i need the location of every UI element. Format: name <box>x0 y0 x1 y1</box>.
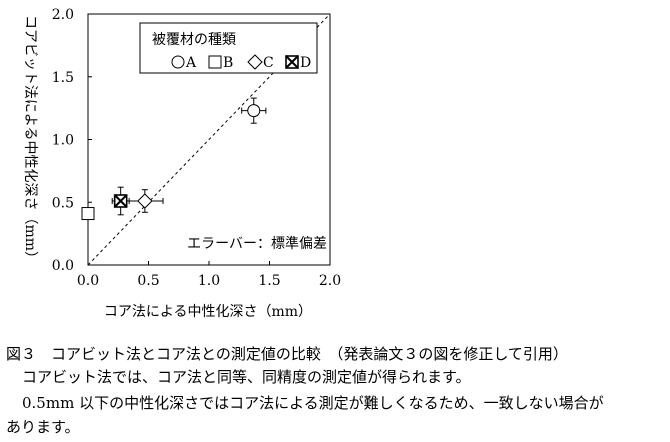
x-tick-label: 2.0 <box>319 273 341 289</box>
data-marks <box>81 97 267 221</box>
scatter-chart: 0.0 0.5 1.0 1.5 2.0 0.0 0.5 1.0 1.5 2.0 被覆材の種類 A B C… <box>22 7 341 320</box>
d-marker <box>113 194 128 208</box>
legend-a-marker <box>171 55 185 69</box>
y-axis-label: コアビット法による中性化深さ（mm） <box>22 15 38 265</box>
legend-d-label: D <box>300 55 311 71</box>
y-tick-label: 1.5 <box>52 70 74 86</box>
legend-a-label: A <box>185 55 197 71</box>
figure-caption-line-3: あります。 <box>6 418 80 436</box>
point-b <box>81 207 95 221</box>
b-marker <box>81 207 95 221</box>
y-tick-label: 0.5 <box>52 195 74 211</box>
x-tick-label: 0.5 <box>137 273 159 289</box>
figure-caption-line-1: コアビット法では、コア法と同等、同精度の測定値が得られます。 <box>22 368 471 386</box>
legend-c-label: C <box>263 55 274 71</box>
legend-b-marker <box>208 55 222 69</box>
legend-d-marker-cross-b <box>285 55 299 69</box>
legend-title: 被覆材の種類 <box>152 32 236 48</box>
y-tick-label: 1.0 <box>52 133 74 149</box>
a-marker <box>247 104 261 118</box>
error-bar-annotation: エラーバー：標準偏差 <box>187 236 327 252</box>
y-tick-label: 0.0 <box>52 258 74 274</box>
d-marker-cross-b <box>113 194 128 208</box>
figure-caption-line-2: 0.5mm 以下の中性化深さではコア法による測定が難しくなるため、一致しない場合… <box>22 394 604 412</box>
x-axis-label: コア法による中性化深さ（mm） <box>104 304 312 320</box>
legend: 被覆材の種類 A B C D <box>139 22 318 74</box>
legend-c-marker <box>247 54 263 70</box>
point-d <box>111 186 130 216</box>
legend-d-marker <box>285 55 299 69</box>
y-tick-label: 2.0 <box>52 7 74 23</box>
axes: 0.0 0.5 1.0 1.5 2.0 0.0 0.5 1.0 1.5 2.0 <box>52 7 341 289</box>
point-c <box>126 189 164 213</box>
legend-b-label: B <box>223 55 233 71</box>
x-tick-label: 1.5 <box>258 273 280 289</box>
x-tick-label: 1.0 <box>198 273 220 289</box>
c-marker <box>137 193 153 209</box>
figure-caption-title: 図３ コアビット法とコア法との測定値の比較 （発表論文３の図を修正して引用） <box>6 345 568 363</box>
point-a <box>241 97 267 124</box>
x-tick-label: 0.0 <box>77 273 99 289</box>
